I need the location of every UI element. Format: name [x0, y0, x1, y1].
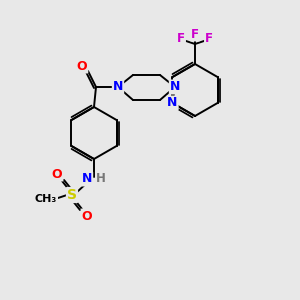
Text: O: O: [82, 209, 92, 223]
Text: H: H: [96, 172, 106, 185]
Text: O: O: [77, 59, 87, 73]
Text: N: N: [113, 80, 123, 94]
Text: N: N: [82, 172, 92, 185]
Text: S: S: [67, 188, 77, 202]
Text: CH₃: CH₃: [35, 194, 57, 204]
Text: N: N: [167, 97, 178, 110]
Text: O: O: [52, 167, 62, 181]
Text: N: N: [170, 80, 180, 94]
Text: F: F: [205, 32, 213, 44]
Text: F: F: [191, 28, 199, 40]
Text: F: F: [177, 32, 185, 44]
